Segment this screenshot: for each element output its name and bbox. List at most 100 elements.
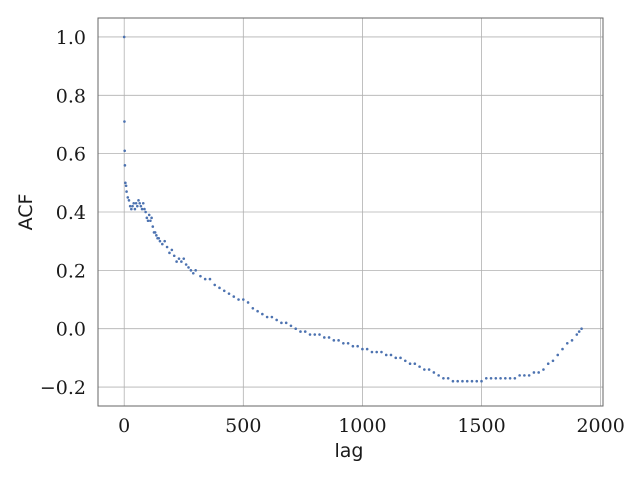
data-point <box>132 201 136 205</box>
data-point <box>251 306 255 310</box>
x-tick-label: 500 <box>225 415 261 437</box>
data-point <box>145 216 149 220</box>
data-point <box>137 199 140 202</box>
data-point <box>122 35 126 39</box>
data-point <box>399 356 402 360</box>
data-point <box>342 341 345 345</box>
x-tick-label: 1500 <box>457 415 505 437</box>
data-point <box>158 239 162 243</box>
data-point <box>556 353 560 357</box>
data-point <box>442 376 445 380</box>
y-tick-label: 0.4 <box>56 202 86 224</box>
data-point <box>157 236 161 240</box>
data-point <box>394 356 398 360</box>
data-point <box>570 339 574 342</box>
data-point <box>551 359 555 363</box>
data-point <box>182 257 186 260</box>
data-point <box>504 376 507 380</box>
data-point <box>332 339 336 342</box>
x-axis-label: lag <box>335 440 364 462</box>
data-point <box>518 374 521 377</box>
data-point <box>242 298 245 301</box>
data-point <box>168 251 171 255</box>
data-point <box>384 353 388 357</box>
data-point <box>124 184 128 188</box>
data-point <box>451 379 455 383</box>
data-point <box>203 277 207 281</box>
data-point <box>134 201 138 205</box>
data-point <box>513 376 517 380</box>
data-point <box>127 199 131 202</box>
data-point <box>138 201 141 205</box>
data-point <box>143 207 146 211</box>
data-point <box>187 266 190 269</box>
data-point <box>303 330 307 333</box>
data-point <box>227 292 231 295</box>
x-tick-label: 0 <box>118 415 130 437</box>
data-point <box>313 333 317 336</box>
data-point <box>128 204 132 208</box>
data-point <box>461 379 464 383</box>
data-point <box>356 344 359 348</box>
data-point <box>151 225 155 228</box>
data-point <box>465 379 469 383</box>
data-point <box>480 379 483 383</box>
data-point <box>213 283 217 287</box>
data-point <box>423 368 426 371</box>
data-point <box>123 149 126 153</box>
data-point <box>199 274 202 278</box>
data-point <box>191 271 195 275</box>
data-point <box>140 207 144 211</box>
data-point <box>136 204 139 208</box>
data-point <box>408 362 412 366</box>
data-point <box>532 371 536 374</box>
data-point <box>546 362 550 366</box>
data-point <box>194 269 197 272</box>
y-tick-label: 0.6 <box>56 144 86 166</box>
data-point <box>131 204 134 208</box>
data-point <box>123 120 126 123</box>
y-tick-label: −0.2 <box>40 377 86 399</box>
data-point <box>139 204 143 208</box>
data-point <box>180 260 183 263</box>
data-point <box>170 248 174 252</box>
data-point <box>294 327 298 330</box>
data-point <box>237 298 240 301</box>
data-point <box>232 295 236 298</box>
data-point <box>246 301 250 304</box>
x-tick-labels: 0 500 1000 1500 2000 <box>118 415 625 437</box>
data-point <box>165 245 169 249</box>
data-point <box>580 327 583 330</box>
data-point <box>575 333 579 336</box>
data-point <box>208 277 212 281</box>
data-point <box>270 315 274 319</box>
x-tick-label: 1000 <box>338 415 386 437</box>
data-point <box>427 368 431 371</box>
data-point <box>144 210 147 214</box>
data-point <box>484 376 488 380</box>
data-point <box>222 289 226 293</box>
data-point <box>523 374 526 377</box>
data-point <box>163 239 166 243</box>
data-point <box>125 190 128 193</box>
data-point <box>146 219 150 223</box>
data-point <box>475 379 479 383</box>
data-point <box>161 242 164 246</box>
data-point <box>437 374 440 377</box>
data-point <box>489 376 493 380</box>
data-point <box>141 201 145 205</box>
data-point <box>380 350 383 354</box>
data-point <box>494 376 498 380</box>
data-point <box>456 379 459 383</box>
data-point <box>308 333 312 336</box>
data-point <box>370 350 374 354</box>
data-point <box>537 371 540 374</box>
data-point <box>413 362 417 366</box>
data-point <box>149 219 152 223</box>
data-point <box>565 341 569 345</box>
data-point <box>432 371 436 374</box>
data-point <box>446 376 450 380</box>
data-point <box>346 341 350 345</box>
data-point <box>189 269 193 272</box>
